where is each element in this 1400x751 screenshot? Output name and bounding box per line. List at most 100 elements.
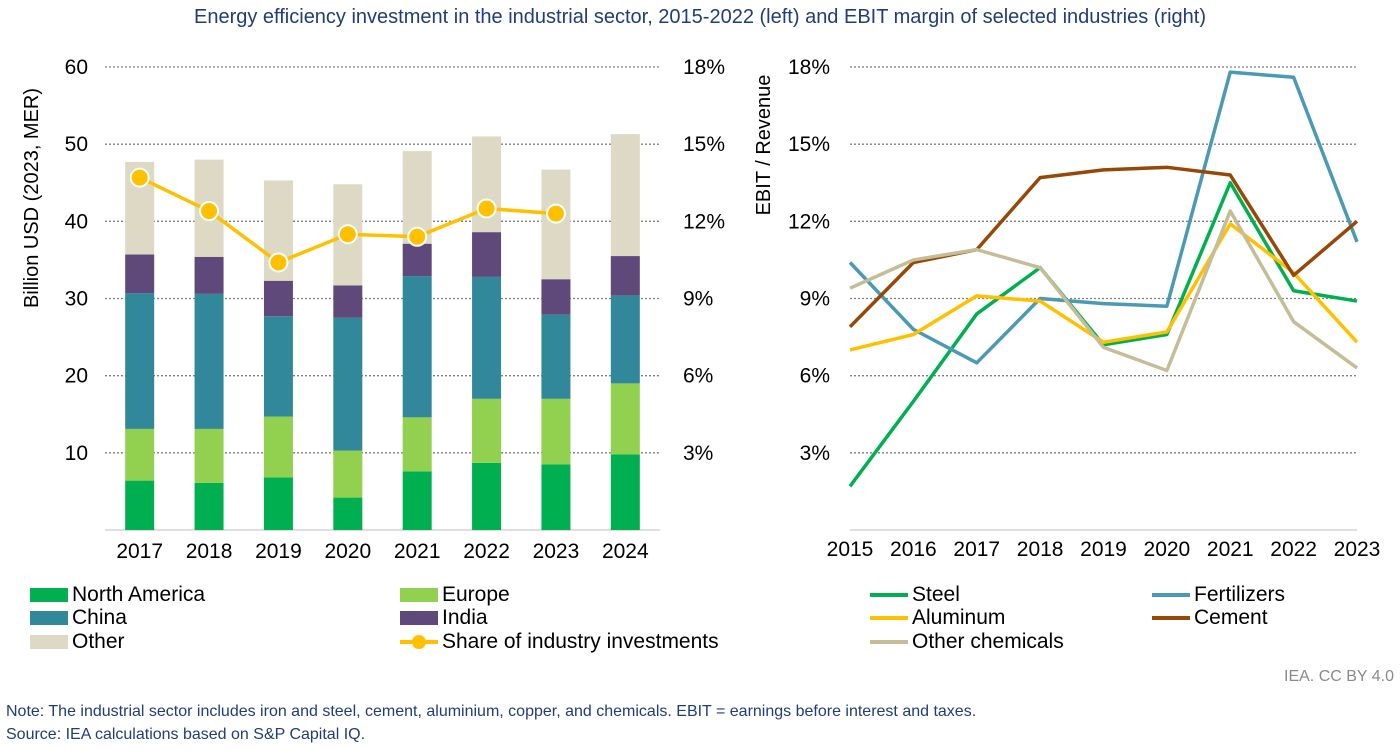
chart-title: Energy efficiency investment in the indu… — [194, 6, 1206, 28]
legend-label: Steel — [912, 583, 960, 606]
bar-segment-europe — [333, 450, 363, 498]
left-y-tick-label: 20 — [65, 365, 88, 388]
left-x-tick-label: 2017 — [116, 540, 163, 563]
left-y-axis-label: Billion USD (2023, MER) — [21, 88, 43, 308]
bar-segment-china — [194, 293, 224, 429]
legend-label: North America — [72, 583, 206, 606]
bar-segment-north-america — [194, 482, 224, 530]
bar-segment-india — [333, 285, 363, 318]
legend-swatch — [400, 611, 438, 625]
legend-item-steel: Steel — [870, 583, 960, 606]
left-x-tick-label: 2021 — [394, 540, 441, 563]
right-x-tick-label: 2021 — [1207, 538, 1254, 561]
legend-line-swatch — [870, 616, 908, 620]
right-x-tick-label: 2015 — [827, 538, 874, 561]
bar-segment-north-america — [263, 477, 293, 530]
bar-segment-europe — [263, 416, 293, 478]
right-y-tick-label: 3% — [800, 442, 830, 465]
left-y2-tick-label: 6% — [683, 365, 713, 388]
legend-line-swatch — [1152, 593, 1190, 597]
legend-swatch — [1152, 607, 1190, 629]
legend-label: Other chemicals — [912, 630, 1064, 653]
legend-item-other: Other — [30, 630, 125, 653]
bar-segment-india — [402, 243, 432, 277]
bar-segment-china — [472, 276, 502, 399]
source-text: Source: IEA calculations based on S&P Ca… — [6, 726, 366, 743]
bar-segment-europe — [125, 428, 155, 481]
legend-item-india: India — [400, 606, 488, 629]
legend-item-other-chemicals: Other chemicals — [870, 630, 1064, 653]
bar-segment-europe — [402, 417, 432, 472]
left-y2-tick-label: 12% — [683, 210, 725, 233]
legend-swatch — [400, 588, 438, 602]
right-y-axis-label: EBIT / Revenue — [753, 75, 775, 216]
legend-label: Cement — [1194, 606, 1268, 629]
right-x-tick-label: 2020 — [1144, 538, 1191, 561]
bar-segment-india — [194, 256, 224, 294]
left-x-tick-label: 2023 — [533, 540, 580, 563]
share-point — [407, 226, 428, 247]
left-x-tick-label: 2020 — [324, 540, 371, 563]
bar-segment-china — [610, 295, 640, 384]
bar-segment-china — [541, 314, 571, 399]
share-point — [199, 201, 220, 222]
right-x-tick-label: 2018 — [1017, 538, 1064, 561]
left-y-tick-label: 30 — [65, 288, 88, 311]
bar-segment-india — [610, 256, 640, 296]
right-y-tick-label: 9% — [800, 288, 830, 311]
left-y-tick-label: 10 — [65, 442, 88, 465]
right-x-tick-label: 2017 — [953, 538, 1000, 561]
bar-segment-other — [610, 134, 640, 257]
left-y-tick-label: 40 — [65, 210, 88, 233]
legend-item-aluminum: Aluminum — [870, 606, 1006, 629]
legend-swatch — [400, 631, 438, 653]
legend-label: China — [72, 606, 127, 629]
legend-item-north-america: North America — [30, 583, 206, 606]
legend-swatch — [30, 611, 68, 625]
legend-item-cement: Cement — [1152, 606, 1268, 629]
left-y2-tick-label: 18% — [683, 56, 725, 79]
legend-line-swatch — [1152, 616, 1190, 620]
right-y-tick-label: 15% — [788, 133, 830, 156]
legend-label: Europe — [442, 583, 510, 606]
bar-segment-other — [541, 169, 571, 280]
bar-segment-north-america — [472, 462, 502, 530]
right-x-tick-label: 2022 — [1270, 538, 1317, 561]
bar-segment-europe — [610, 383, 640, 455]
share-point — [268, 252, 289, 273]
legend-swatch — [1152, 584, 1190, 606]
bar-segment-china — [333, 317, 363, 451]
right-y-tick-label: 18% — [788, 56, 830, 79]
legend-item-fertilizers: Fertilizers — [1152, 583, 1286, 606]
bar-segment-china — [125, 293, 155, 429]
left-y-tick-label: 50 — [65, 133, 88, 156]
line-fertilizers — [848, 70, 1359, 365]
chart-canvas: 10 20 30 40 50 60 3% 6% 9% 12% 15% 18% 2017 2018 2019 2… — [21, 56, 1381, 563]
legend-swatch — [870, 631, 908, 653]
left-x-tick-label: 2019 — [255, 540, 302, 563]
legend-line-swatch — [870, 640, 908, 644]
left-x-tick-label: 2018 — [186, 540, 233, 563]
legend-label: Other — [72, 630, 125, 653]
bar-segment-europe — [194, 428, 224, 483]
bar-segment-china — [263, 316, 293, 417]
legend-swatch — [870, 584, 908, 606]
left-y2-tick-label: 9% — [683, 288, 713, 311]
line-other-chemicals — [849, 209, 1359, 373]
share-point — [545, 203, 566, 224]
legend-label: Fertilizers — [1194, 583, 1286, 606]
legend-label: Share of industry investments — [442, 630, 719, 653]
legend-label: Aluminum — [912, 606, 1006, 629]
right-x-tick-label: 2023 — [1334, 538, 1381, 561]
left-x-tick-label: 2022 — [463, 540, 510, 563]
bar-segment-india — [125, 254, 155, 294]
bar-segment-india — [472, 232, 502, 277]
legend-line-swatch — [870, 593, 908, 597]
bar-segment-north-america — [333, 497, 363, 530]
legend-item-share: Share of industry investments — [400, 630, 719, 653]
share-point — [337, 224, 358, 245]
share-point — [476, 198, 497, 219]
left-x-tick-label: 2024 — [602, 540, 649, 563]
bar-segment-north-america — [610, 454, 640, 530]
line-aluminum — [849, 222, 1359, 352]
